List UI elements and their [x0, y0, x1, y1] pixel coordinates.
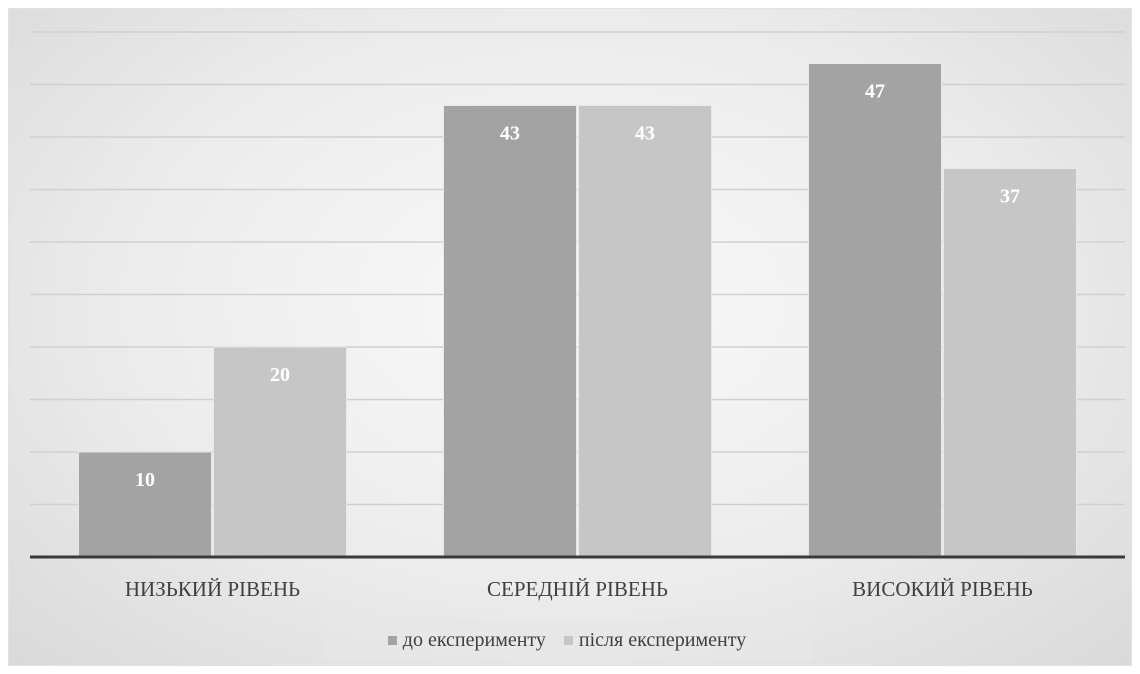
- bar: [78, 451, 212, 558]
- data-label: 43: [635, 123, 655, 145]
- legend-label-after: після експерименту: [578, 628, 747, 651]
- data-label: 10: [135, 469, 155, 491]
- data-label: 20: [270, 364, 290, 386]
- legend-swatch-before: [387, 635, 397, 645]
- data-label: 47: [865, 81, 885, 103]
- legend-swatch-after: [563, 635, 573, 645]
- legend-item-after: після експерименту: [563, 628, 747, 652]
- bar: [578, 105, 712, 558]
- bar: [808, 63, 942, 558]
- category-label: СЕРЕДНІЙ РІВЕНЬ: [487, 577, 668, 601]
- data-label: 37: [1000, 186, 1020, 208]
- legend-label-before: до експерименту: [402, 628, 546, 651]
- data-label: 43: [500, 123, 520, 145]
- bar: [443, 105, 577, 558]
- category-label: ВИСОКИЙ РІВЕНЬ: [852, 577, 1033, 601]
- bar: [943, 168, 1077, 558]
- category-label: НИЗЬКИЙ РІВЕНЬ: [125, 577, 300, 601]
- legend: до експерименту після експерименту: [322, 620, 812, 660]
- bar: [213, 346, 347, 558]
- legend-item-before: до експерименту: [387, 628, 546, 652]
